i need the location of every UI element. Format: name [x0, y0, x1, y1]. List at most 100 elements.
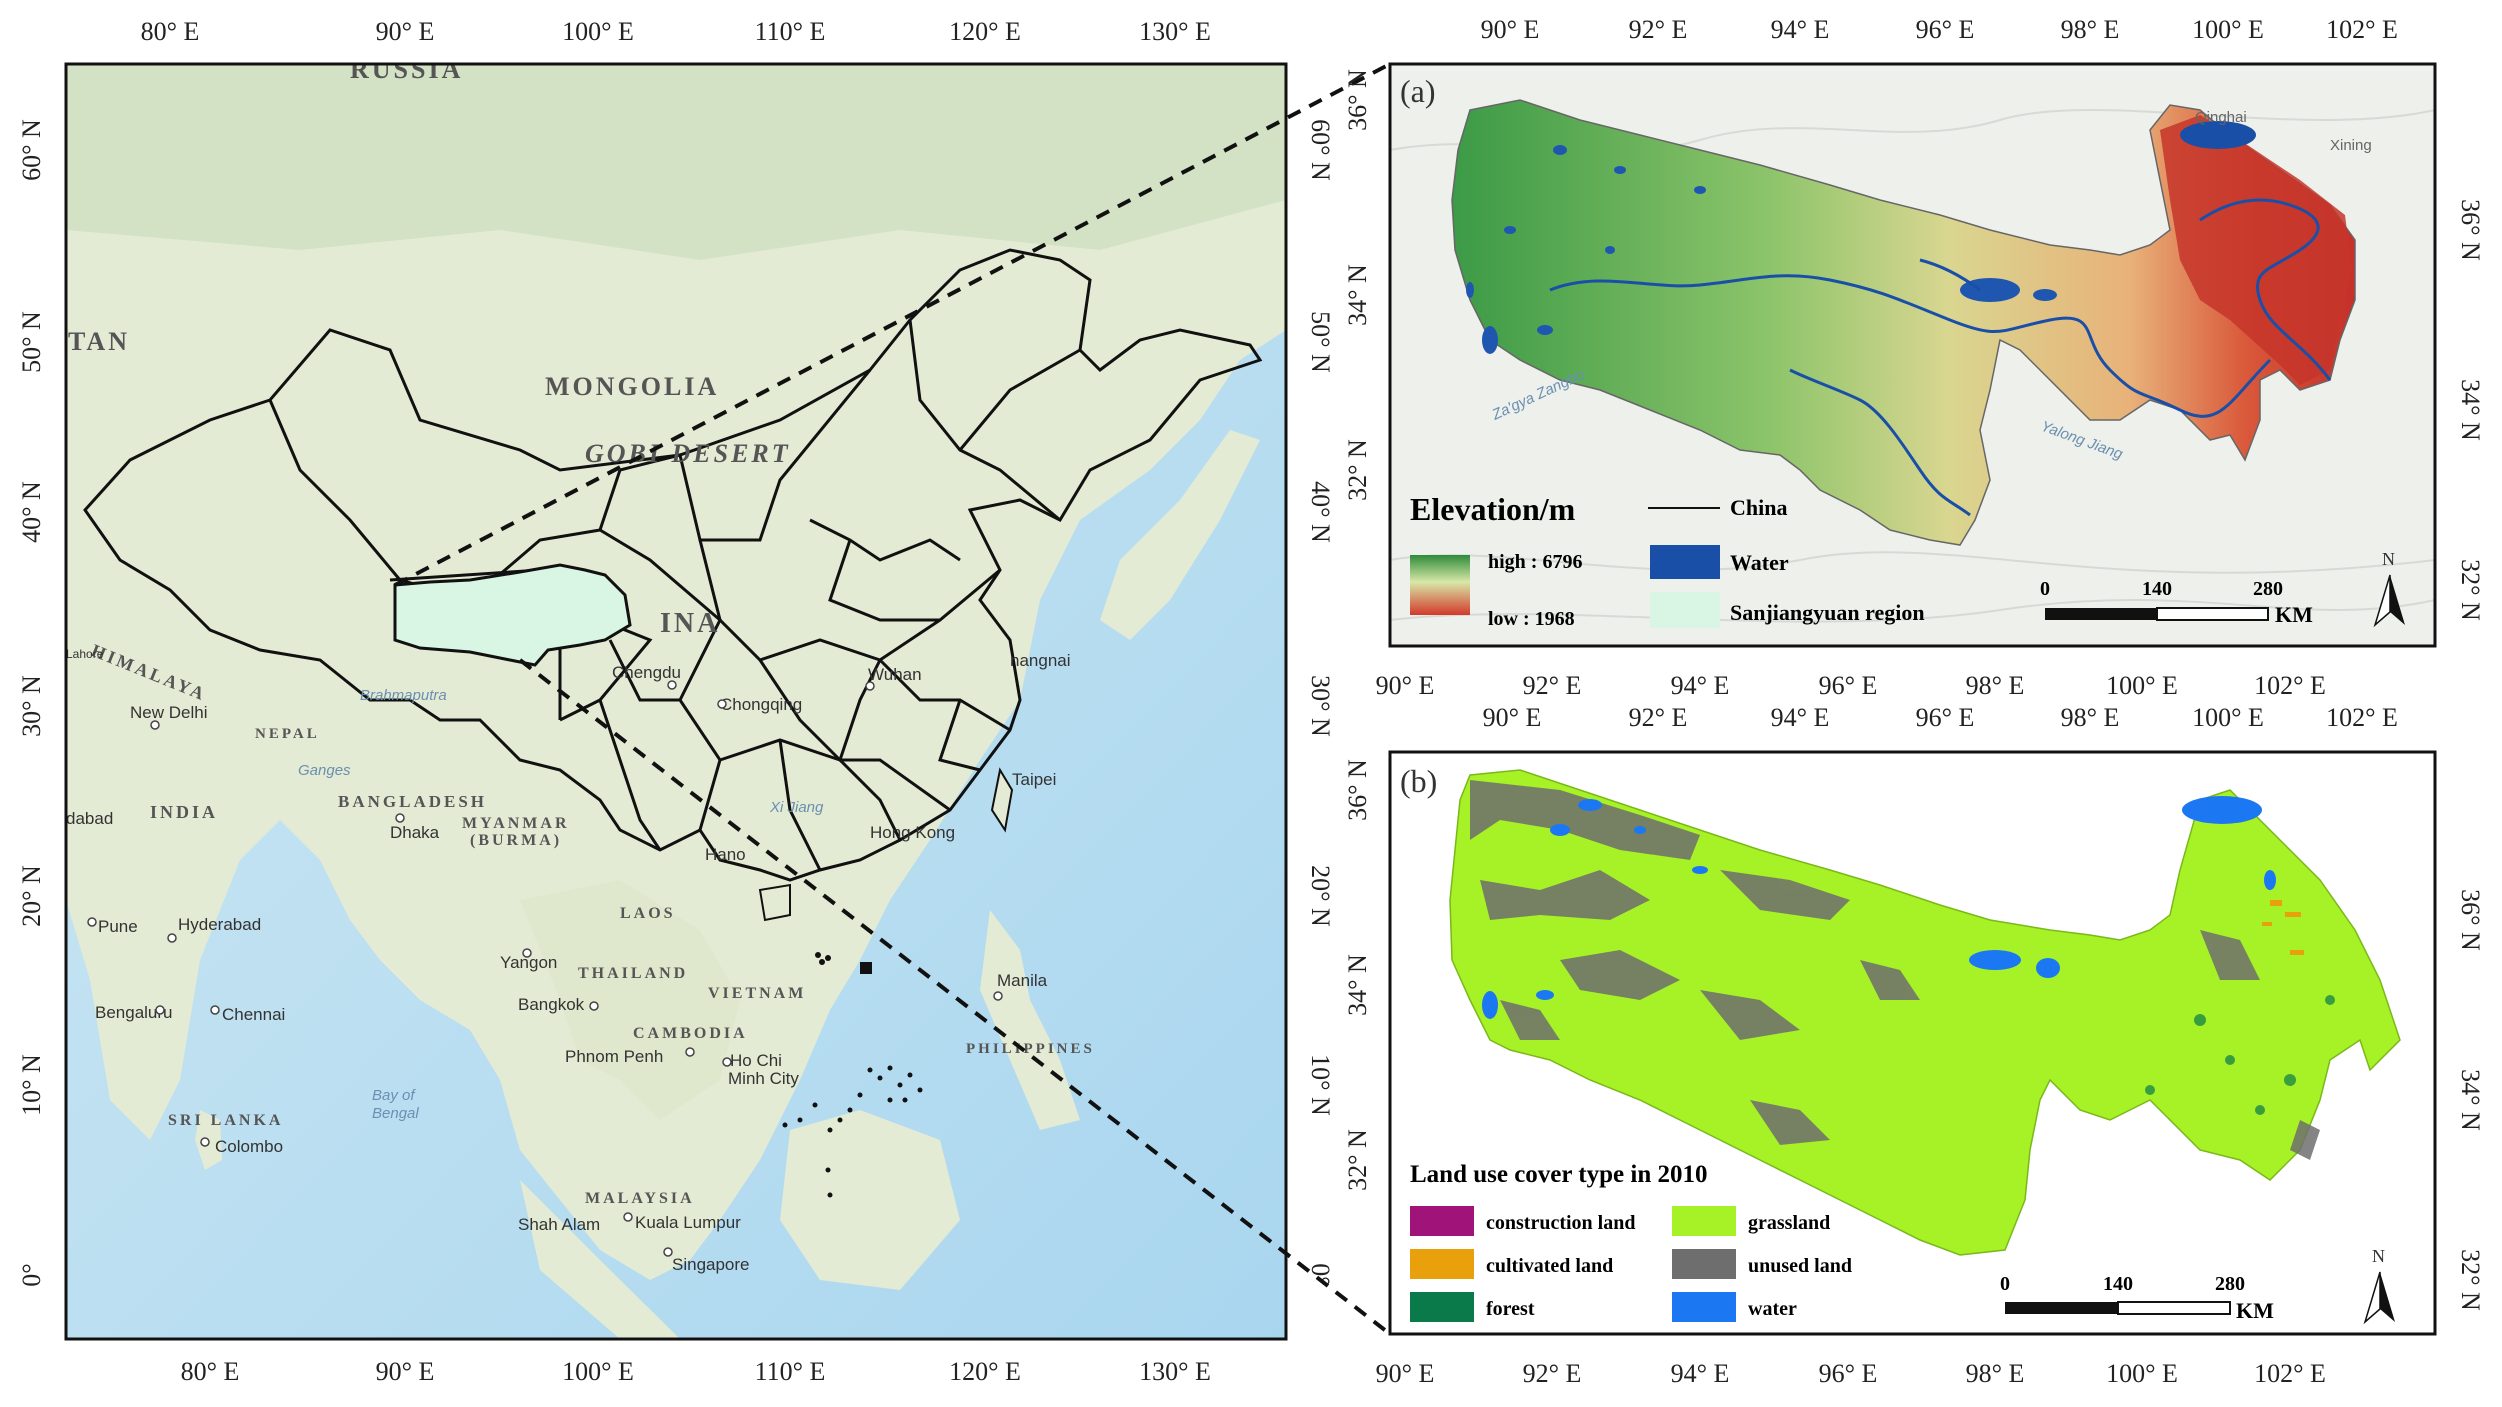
svg-text:VIETNAM: VIETNAM	[708, 985, 806, 1002]
svg-text:32° N: 32° N	[2456, 1249, 2485, 1311]
svg-text:34° N: 34° N	[2456, 1069, 2485, 1131]
svg-text:130° E: 130° E	[1139, 17, 1211, 46]
legend-label-forest: forest	[1486, 1298, 1535, 1320]
svg-text:Lahore: Lahore	[66, 647, 104, 661]
svg-text:PHILIPPINES: PHILIPPINES	[966, 1041, 1095, 1057]
svg-text:Shah Alam: Shah Alam	[518, 1215, 600, 1234]
panel-a-top-ticks: 90° E 92° E 94° E 96° E 98° E 100° E 102…	[1481, 15, 2398, 44]
svg-text:102° E: 102° E	[2254, 1359, 2326, 1388]
legend-swatch-unused-land	[1672, 1249, 1736, 1279]
sanjiangyuan-dem	[1451, 99, 2356, 546]
svg-text:92° E: 92° E	[1629, 703, 1688, 732]
panel-b-top-ticks: 90° E 92° E 94° E 96° E 98° E 100° E 102…	[1483, 703, 2398, 732]
borneo	[780, 1110, 960, 1290]
svg-text:MYANMAR: MYANMAR	[462, 815, 570, 832]
legend-swatch-forest	[1410, 1292, 1474, 1322]
svg-text:INDIA: INDIA	[150, 802, 218, 822]
svg-text:KM: KM	[2236, 1298, 2274, 1323]
panel-b-label: (b)	[1400, 763, 1437, 799]
panel-a: Qinghai Xining Za'gya Zangbo Yalong Jian…	[1343, 15, 2485, 700]
svg-text:Manila: Manila	[997, 971, 1048, 990]
svg-text:92° E: 92° E	[1523, 671, 1582, 700]
svg-text:Bengal: Bengal	[372, 1105, 419, 1122]
water-labels: Bay of Bengal Brahmaputra Ganges Xi Jian…	[298, 687, 824, 1122]
svg-text:Hong Kong: Hong Kong	[870, 823, 955, 842]
svg-text:NEPAL: NEPAL	[255, 726, 320, 742]
legend-label-water: water	[1748, 1298, 1797, 1320]
svg-text:80° E: 80° E	[181, 1357, 240, 1386]
svg-text:100° E: 100° E	[562, 1357, 634, 1386]
svg-text:N: N	[2372, 1246, 2385, 1266]
svg-text:KM: KM	[2275, 602, 2313, 627]
svg-text:Sanjiangyuan region: Sanjiangyuan region	[1730, 600, 1925, 625]
svg-text:34° N: 34° N	[2456, 379, 2485, 441]
svg-text:36° N: 36° N	[1343, 759, 1372, 821]
panel-b-left-ticks: 36° N 34° N 32° N	[1343, 759, 1372, 1191]
city-labels: Chengdu Chongqing Wuhan nangnai Taipei H…	[66, 647, 1071, 1274]
svg-text:90° E: 90° E	[1483, 703, 1542, 732]
legend-label-construction-land: construction land	[1486, 1212, 1635, 1234]
legend-label-grassland: grassland	[1748, 1212, 1830, 1234]
svg-text:94° E: 94° E	[1671, 1359, 1730, 1388]
svg-text:Colombo: Colombo	[215, 1137, 283, 1156]
svg-text:Dhaka: Dhaka	[390, 823, 440, 842]
svg-text:96° E: 96° E	[1819, 671, 1878, 700]
legend-swatch-construction-land	[1410, 1206, 1474, 1236]
land-mass	[66, 64, 1286, 1280]
svg-text:100° E: 100° E	[562, 17, 634, 46]
svg-text:92° E: 92° E	[1629, 15, 1688, 44]
svg-text:0: 0	[2040, 578, 2050, 600]
panel-b-bottom-ticks: 90° E 92° E 94° E 96° E 98° E 100° E 102…	[1376, 1359, 2326, 1388]
svg-text:140: 140	[2103, 1273, 2133, 1295]
svg-text:92° E: 92° E	[1523, 1359, 1582, 1388]
svg-text:94° E: 94° E	[1771, 15, 1830, 44]
svg-text:China: China	[1730, 495, 1787, 520]
svg-text:98° E: 98° E	[2061, 15, 2120, 44]
svg-text:Chennai: Chennai	[222, 1005, 285, 1024]
svg-text:Bengaluru: Bengaluru	[95, 1003, 173, 1022]
svg-text:Brahmaputra: Brahmaputra	[360, 687, 447, 704]
china-boundaries	[83, 248, 1263, 882]
svg-text:94° E: 94° E	[1671, 671, 1730, 700]
svg-text:Water: Water	[1730, 550, 1789, 575]
svg-text:Xining: Xining	[2330, 137, 2372, 154]
svg-text:Chengdu: Chengdu	[612, 663, 681, 682]
svg-text:(BURMA): (BURMA)	[470, 832, 562, 849]
svg-text:10° N: 10° N	[17, 1054, 46, 1116]
legend-label-unused-land: unused land	[1748, 1255, 1852, 1277]
svg-text:20° N: 20° N	[1306, 865, 1335, 927]
svg-text:0°: 0°	[17, 1263, 46, 1286]
svg-text:RUSSIA: RUSSIA	[350, 55, 463, 84]
svg-text:280: 280	[2253, 578, 2283, 600]
svg-text:90° E: 90° E	[1481, 15, 1540, 44]
svg-text:98° E: 98° E	[2061, 703, 2120, 732]
land-use-map	[1449, 769, 2401, 1256]
svg-text:36° N: 36° N	[2456, 889, 2485, 951]
main-left-ticks: 60° N 50° N 40° N 30° N 20° N 10° N 0°	[17, 119, 46, 1287]
svg-text:96° E: 96° E	[1916, 15, 1975, 44]
svg-text:90° E: 90° E	[376, 17, 435, 46]
svg-text:96° E: 96° E	[1819, 1359, 1878, 1388]
panel-b-frame	[1388, 750, 2437, 1336]
sanjiangyuan-region	[393, 563, 632, 667]
svg-text:Taipei: Taipei	[1012, 770, 1056, 789]
svg-text:New Delhi: New Delhi	[130, 703, 207, 722]
svg-text:GOBI DESERT: GOBI DESERT	[585, 439, 791, 468]
svg-text:MALAYSIA: MALAYSIA	[585, 1190, 695, 1207]
svg-text:50° N: 50° N	[17, 311, 46, 373]
svg-text:90° E: 90° E	[1376, 1359, 1435, 1388]
svg-text:90° E: 90° E	[376, 1357, 435, 1386]
svg-text:140: 140	[2142, 578, 2172, 600]
svg-text:32° N: 32° N	[2456, 559, 2485, 621]
svg-text:36° N: 36° N	[2456, 199, 2485, 261]
svg-text:32° N: 32° N	[1343, 439, 1372, 501]
svg-text:40° N: 40° N	[1306, 481, 1335, 543]
svg-text:100° E: 100° E	[2192, 703, 2264, 732]
svg-text:SRI LANKA: SRI LANKA	[168, 1112, 283, 1129]
panel-b-north-arrow: N	[2363, 1246, 2395, 1325]
panel-a-north-arrow: N	[2373, 549, 2405, 628]
svg-text:dabad: dabad	[66, 809, 113, 828]
svg-text:100° E: 100° E	[2106, 1359, 2178, 1388]
svg-text:120° E: 120° E	[949, 1357, 1021, 1386]
svg-text:CAMBODIA: CAMBODIA	[633, 1025, 748, 1042]
